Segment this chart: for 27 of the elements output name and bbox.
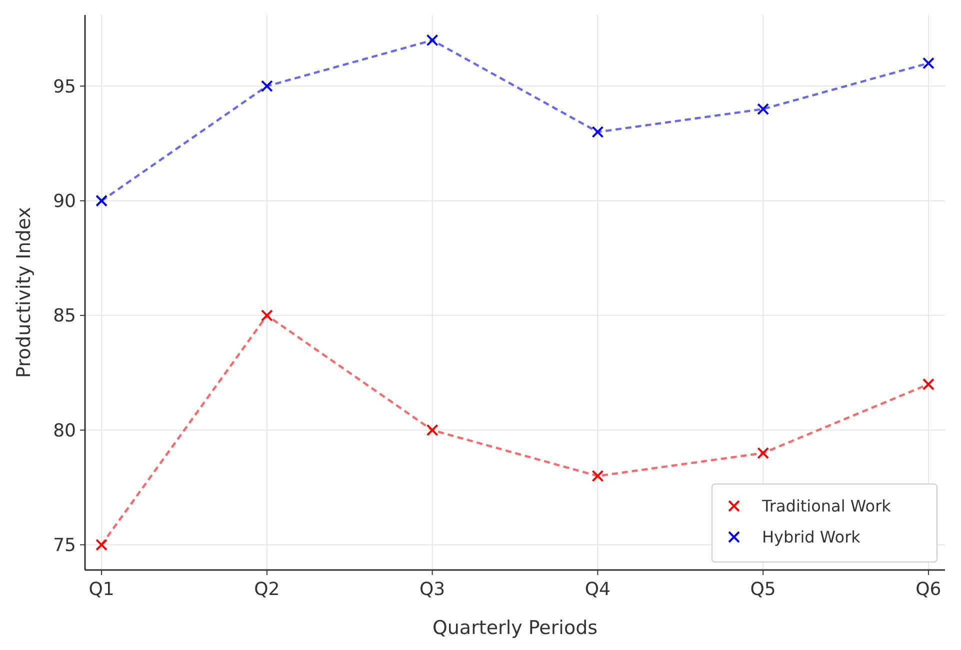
- point: [922, 378, 934, 390]
- x-tick-label: Q2: [254, 579, 280, 600]
- x-tick-label: Q1: [88, 579, 114, 600]
- legend-label: Traditional Work: [761, 496, 892, 516]
- x-tick-label: Q5: [750, 579, 776, 600]
- point: [592, 470, 604, 482]
- point: [260, 309, 273, 322]
- point: [96, 538, 108, 551]
- legend-label: Hybrid Work: [762, 528, 862, 547]
- x-tick-label: Q6: [916, 579, 942, 600]
- point: [757, 447, 770, 460]
- y-axis-title: Productivity Index: [13, 207, 35, 378]
- point: [922, 57, 934, 70]
- x-tick-label: Q3: [419, 579, 446, 600]
- point: [96, 194, 108, 207]
- x-tick-label: Q4: [584, 579, 611, 600]
- point: [426, 34, 438, 46]
- point: [426, 424, 438, 436]
- x-axis-title: Quarterly Periods: [432, 617, 598, 639]
- y-tick-label: 90: [53, 191, 76, 212]
- y-tick-label: 85: [53, 306, 76, 327]
- point: [260, 80, 273, 92]
- y-tick-label: 95: [53, 76, 76, 98]
- point: [757, 103, 770, 116]
- y-tick-label: 75: [53, 535, 76, 556]
- point: [592, 126, 604, 138]
- y-tick-label: 80: [53, 420, 76, 442]
